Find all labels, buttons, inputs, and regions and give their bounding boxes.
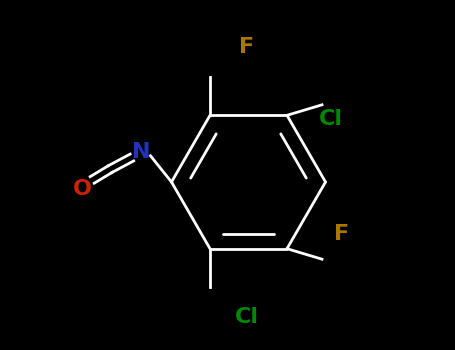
Text: Cl: Cl: [235, 307, 259, 327]
Text: F: F: [239, 37, 254, 57]
Text: O: O: [73, 179, 92, 199]
Text: N: N: [132, 142, 151, 162]
Text: F: F: [334, 224, 349, 245]
Text: Cl: Cl: [319, 109, 343, 129]
